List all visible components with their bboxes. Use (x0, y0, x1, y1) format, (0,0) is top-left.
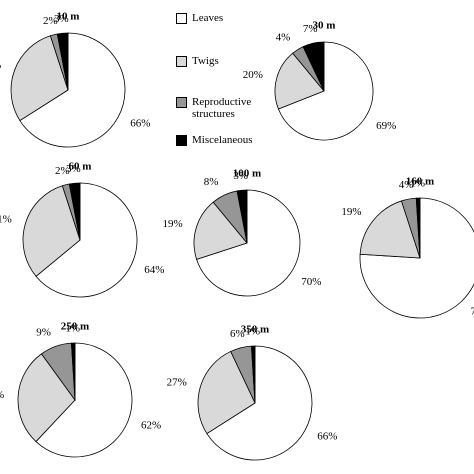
data-label: 9% (36, 327, 51, 339)
data-label: 70% (301, 276, 321, 288)
data-label: 3% (54, 13, 69, 25)
pie-slice (35, 342, 133, 458)
legend-swatch (176, 97, 187, 108)
pie-slice (70, 342, 76, 401)
pie-slice (68, 182, 81, 241)
data-label: 29% (0, 59, 1, 71)
data-label: 69% (376, 120, 396, 132)
data-label: 62% (141, 420, 161, 432)
data-label: 7% (303, 23, 318, 35)
chart-title: 160 m (406, 176, 434, 188)
data-label: 1% (65, 323, 80, 335)
legend-item: Reproductive structures (176, 96, 262, 120)
legend-item: Miscelaneous (176, 134, 262, 146)
pie-slice (236, 189, 248, 244)
data-label: 66% (317, 431, 337, 443)
chart-title: 10 m (57, 11, 80, 23)
data-label: 6% (230, 328, 245, 340)
data-label: 28% (0, 389, 4, 401)
data-label: 4% (276, 31, 291, 43)
data-label: 66% (130, 118, 150, 130)
pie-slice (197, 350, 256, 435)
pie-slice (19, 32, 126, 148)
pie-slice (10, 35, 69, 122)
chart-title: 60 m (69, 161, 92, 173)
data-label: 19% (341, 206, 361, 218)
data-label: 76% (471, 305, 474, 317)
legend-label: Reproductive structures (192, 96, 252, 120)
pie-slice (277, 41, 374, 141)
data-label: 64% (144, 264, 164, 276)
chart-title: 100 m (233, 168, 261, 180)
pie-slice (56, 32, 69, 91)
data-label: 1% (245, 326, 260, 338)
pie-slice (196, 189, 301, 297)
legend-item: Twigs (176, 55, 262, 67)
pie-slice (415, 197, 421, 259)
data-label: 27% (167, 377, 187, 389)
pie-slice (274, 52, 325, 110)
data-label: 2% (43, 15, 58, 27)
chart-title: 350 m (241, 324, 269, 336)
legend-label: Leaves (192, 12, 224, 24)
legend-swatch (176, 135, 187, 146)
data-label: 2% (55, 165, 70, 177)
legend-swatch (176, 56, 187, 67)
pie-slice (359, 200, 421, 259)
legend-item: Leaves (176, 12, 262, 24)
pie-slice (206, 345, 313, 461)
pie-slice (17, 353, 76, 443)
pie-slice (302, 41, 325, 92)
legend-swatch (176, 13, 187, 24)
pie-slice (35, 182, 138, 298)
pie-slice (250, 345, 256, 404)
chart-title: 30 m (313, 20, 336, 32)
data-label: 1% (410, 178, 425, 190)
legend-label: Twigs (192, 55, 219, 67)
data-label: 3% (66, 163, 81, 175)
data-label: 4% (399, 179, 414, 191)
data-label: 20% (243, 69, 263, 81)
data-label: 8% (204, 176, 219, 188)
pie-slice (22, 185, 81, 277)
chart-title: 250 m (61, 321, 89, 333)
pie-slice (193, 201, 248, 260)
legend-label: Miscelaneous (192, 134, 253, 146)
data-label: 31% (0, 214, 12, 226)
data-label: 3% (233, 170, 248, 182)
data-label: 19% (162, 218, 182, 230)
